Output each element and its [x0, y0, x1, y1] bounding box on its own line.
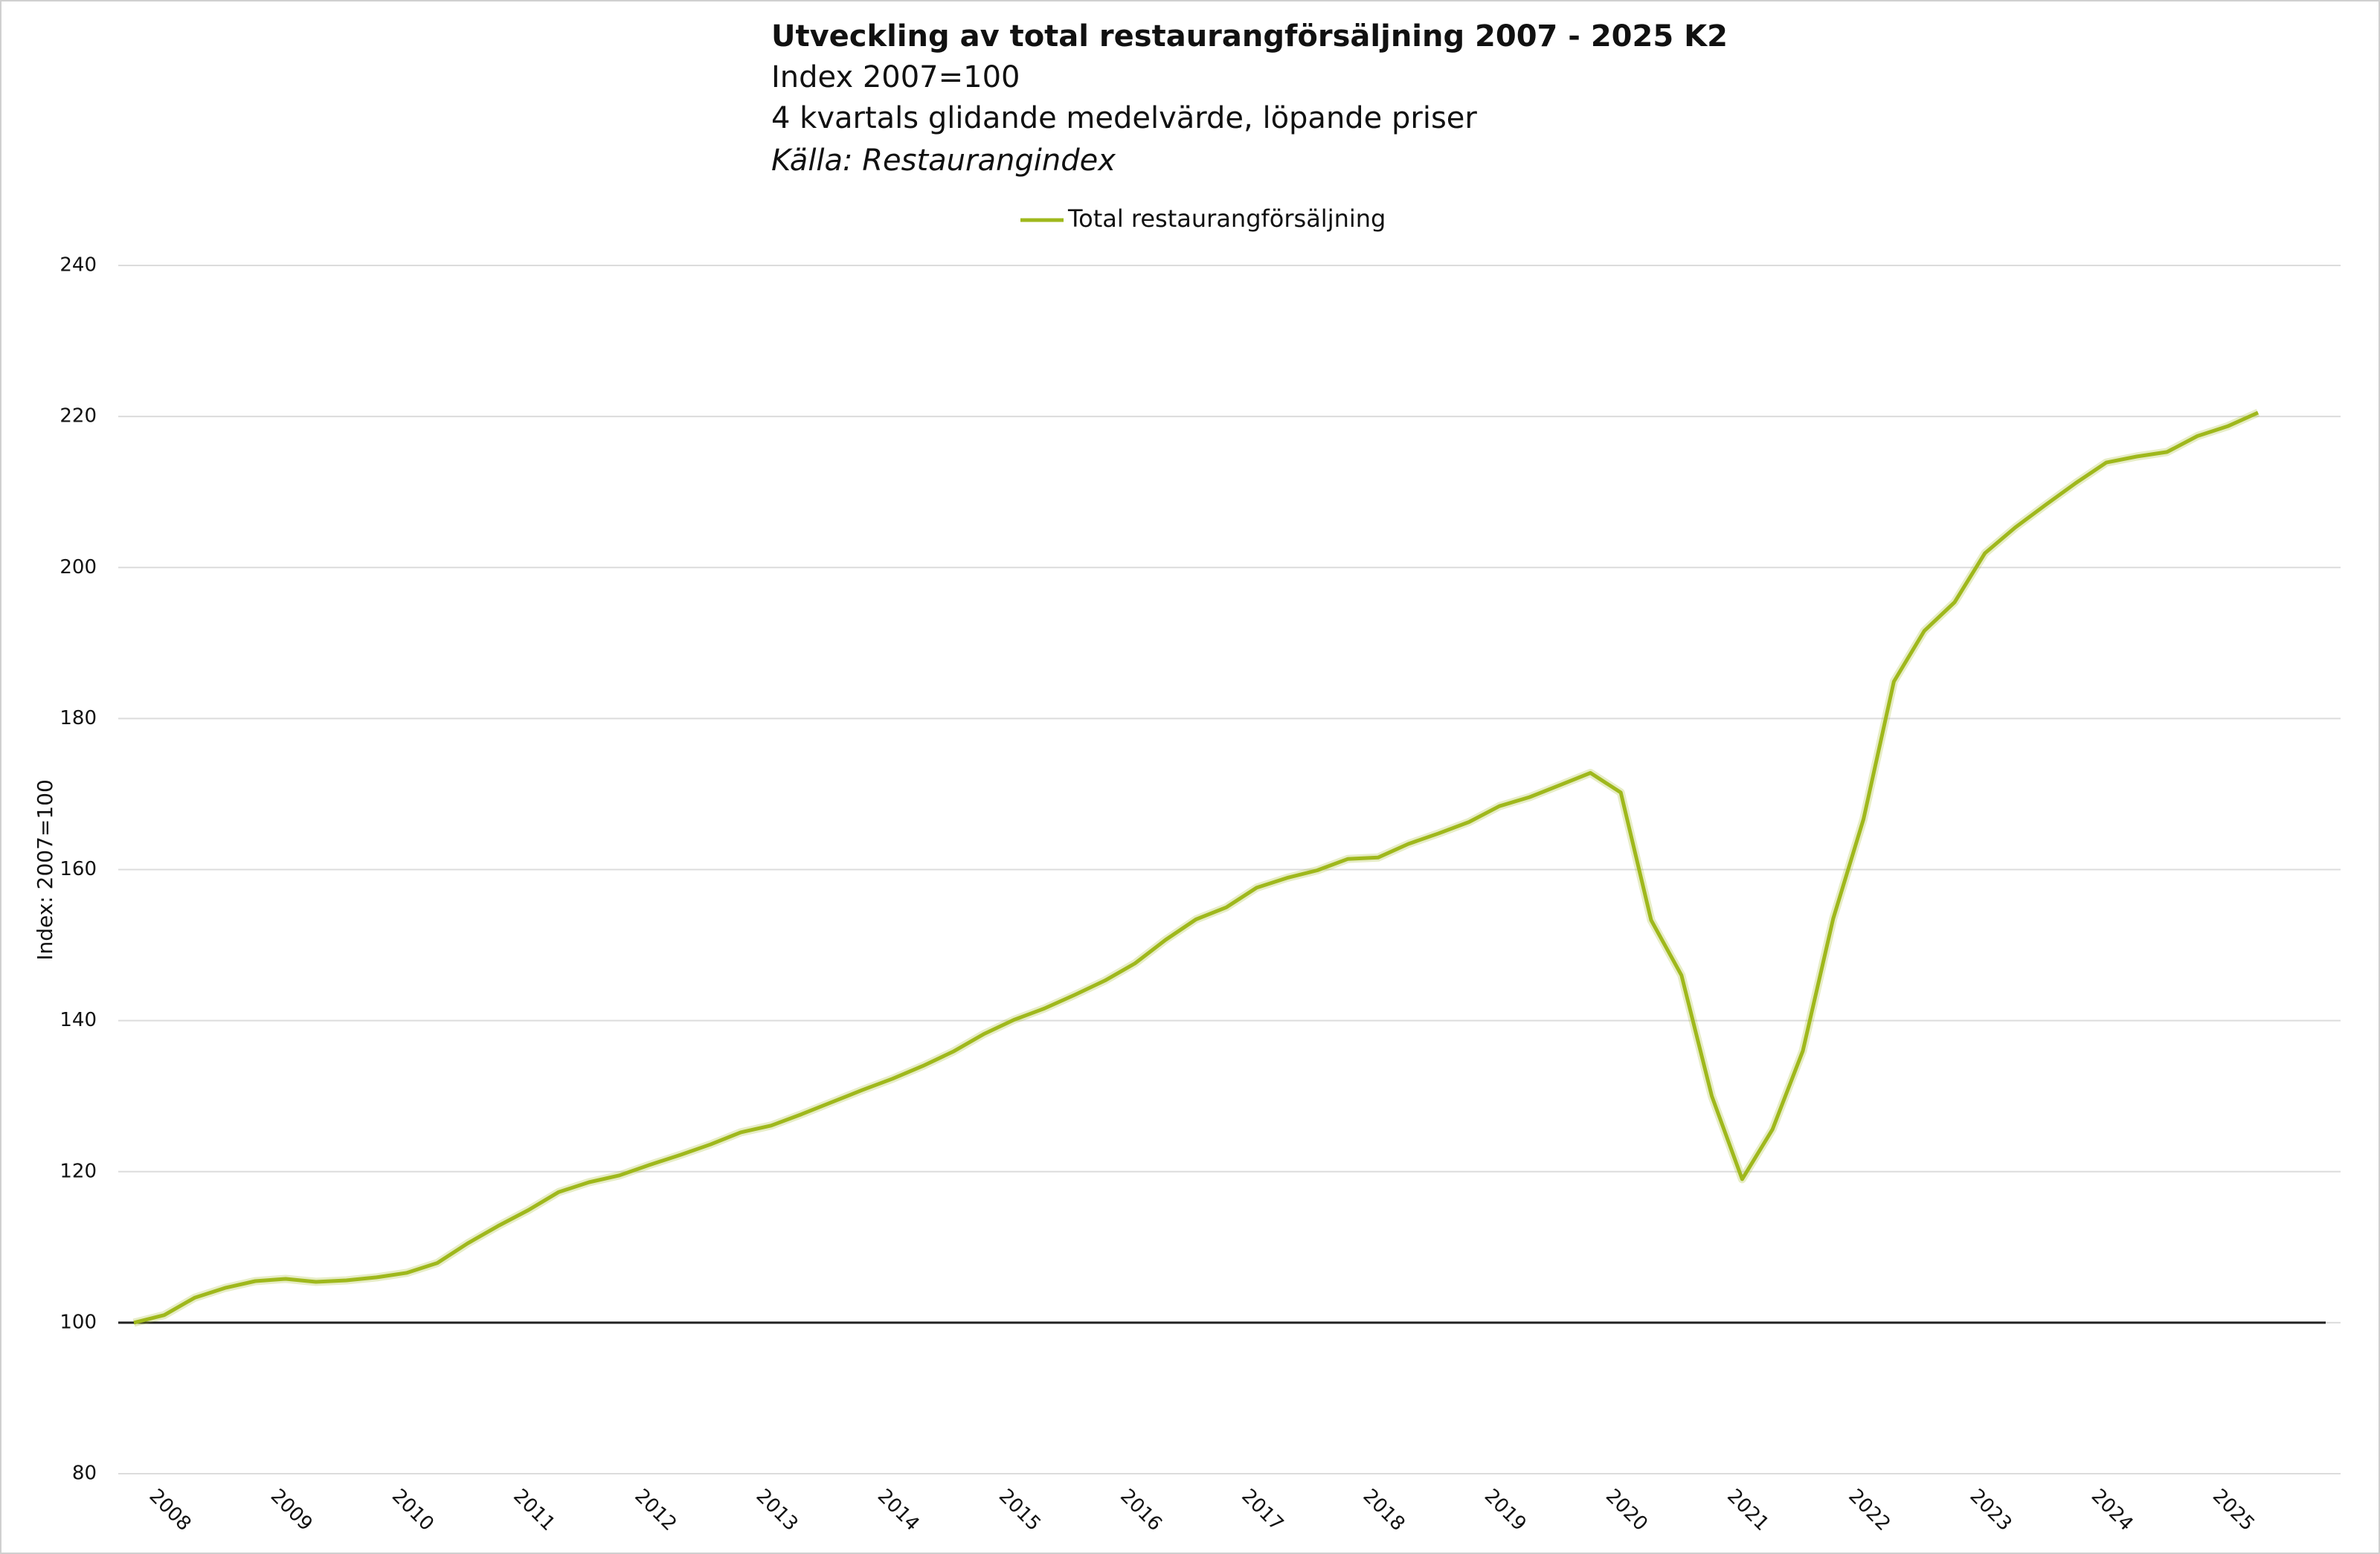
series-line: [133, 410, 2260, 1325]
y-tick-label: 80: [72, 1463, 97, 1485]
y-tick-label: 220: [60, 405, 97, 428]
subtitle: 4 kvartals glidande medelvärde, löpande …: [771, 101, 1477, 135]
y-tick-label: 160: [60, 858, 97, 880]
legend-label: Total restaurangförsäljning: [1067, 204, 1386, 233]
y-tick-label: 240: [60, 254, 97, 277]
source: Källa: Restaurangindex: [771, 144, 1116, 178]
y-tick-label: 200: [60, 556, 97, 578]
y-tick-label: 180: [60, 707, 97, 729]
y-tick-label: 120: [60, 1160, 97, 1182]
y-axis-label: Index: 2007=100: [33, 779, 57, 961]
y-tick-label: 140: [60, 1009, 97, 1031]
chart-title: Utveckling av total restaurangförsäljnin…: [771, 19, 1728, 54]
y-tick-label: 100: [60, 1311, 97, 1333]
subtitle: Index 2007=100: [771, 60, 1020, 94]
